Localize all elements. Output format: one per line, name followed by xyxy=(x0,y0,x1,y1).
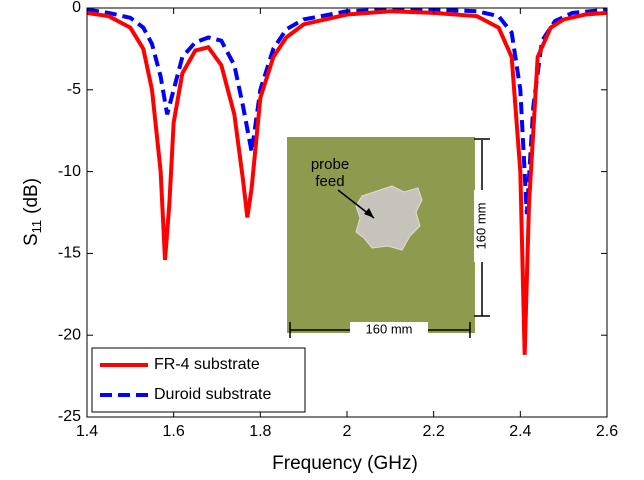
series-line xyxy=(86,7,608,215)
x-tick-label: 1.4 xyxy=(76,423,98,440)
x-tick-label: 2.4 xyxy=(509,423,531,440)
patch xyxy=(355,185,423,251)
x-tick-label: 2.2 xyxy=(423,423,445,440)
plot-frame xyxy=(86,7,608,418)
y-axis-label: S11 (dB) xyxy=(21,178,44,246)
width-label: 160 mm xyxy=(366,321,413,336)
y-label-unit: (dB) xyxy=(21,178,42,214)
height-label: 160 mm xyxy=(473,203,488,250)
x-tick-label: 2.6 xyxy=(596,423,618,440)
y-tick-label: -5 xyxy=(67,81,81,98)
probe-label: probe xyxy=(311,156,349,173)
series-line xyxy=(86,9,608,355)
legend xyxy=(91,347,306,413)
label-bg xyxy=(474,190,490,262)
y-label-main: S xyxy=(21,233,42,246)
x-tick-label: 1.6 xyxy=(163,423,185,440)
legend-label: FR-4 substrate xyxy=(154,356,260,373)
legend-label: Duroid substrate xyxy=(154,386,271,403)
label-bg xyxy=(350,322,428,338)
y-label-sub: 11 xyxy=(29,220,44,234)
x-tick-label: 2 xyxy=(343,423,352,440)
y-tick-label: -20 xyxy=(58,326,81,343)
y-tick-label: -25 xyxy=(58,408,81,425)
y-tick-label: 0 xyxy=(72,0,81,16)
y-tick-label: -15 xyxy=(58,245,81,262)
probe-label: feed xyxy=(315,173,344,190)
x-axis-label: Frequency (GHz) xyxy=(272,453,418,474)
y-tick-label: -10 xyxy=(58,163,81,180)
inset-photo: 160 mm 160 mm probe feed xyxy=(287,137,490,338)
arrow-head xyxy=(364,208,374,218)
x-tick-label: 1.8 xyxy=(249,423,271,440)
